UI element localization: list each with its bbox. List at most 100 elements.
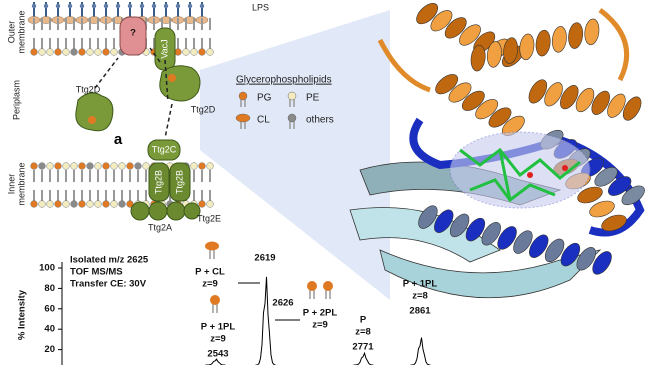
lipid-head [54,200,62,208]
sugar [91,3,97,9]
peak-label: 2619 [254,253,275,264]
legend-label: PE [306,93,320,104]
lipid-head [102,162,110,170]
helix-turn [575,87,595,113]
y-tick-label: 80 [44,283,55,294]
loop [377,8,630,93]
ttg2b-left [148,162,170,202]
lipid-head [86,200,94,208]
legend-label: PG [257,93,272,104]
sugar [79,3,85,9]
legend-head [287,113,297,123]
helix-turn [448,82,472,103]
helix-turn [503,37,519,64]
ttg2d-right [159,65,201,102]
annotation: P + CL [195,267,225,278]
lipid-head [38,200,46,208]
lipid-head [30,162,38,170]
annotation: P [360,315,367,326]
lipid-head [46,162,54,170]
peak-trace [255,276,276,365]
helix-turn [551,26,567,53]
peak-trace [410,337,431,365]
ligand [459,147,581,203]
helix-turn [560,85,579,110]
outer-label: Outer [6,21,16,44]
lipid-head [86,48,94,56]
lipid-head [190,48,198,56]
y-tick-label: 60 [44,303,55,314]
periplasm-label: Periplasm [11,80,21,120]
helix-turn [607,93,626,118]
transport-arrows [94,47,173,139]
helix-turn [608,176,632,196]
sugar [103,3,109,9]
unknown-label: ? [130,28,136,39]
annotation: z=9 [202,279,218,290]
lps-label: LPS [252,2,269,12]
lipid-head [54,162,62,170]
helix-turn [568,22,584,49]
unknown-protein [119,16,147,56]
sugar [55,3,61,9]
lipid-head [70,162,78,170]
lipid-head [78,48,86,56]
helix-turn [544,82,563,107]
atom [527,172,533,178]
info: Transfer CE: 30V [70,279,147,290]
y-axis-label: % Intensity [17,289,28,340]
helix-turn [430,10,453,32]
lipid-head [118,200,126,208]
y-tick-label: 20 [44,344,55,355]
lipid-head [94,162,102,170]
ttg2a [148,201,168,221]
helix-turn [621,185,645,206]
legend-label: CL [257,115,270,126]
helix-turn [513,230,533,254]
ttg2d-left-label: Ttg2D [76,84,101,94]
inner-label: membrane [16,162,26,205]
sugar [199,3,205,9]
legend: PG PE CL others [235,91,334,129]
ttg2b-left-label: Ttg2B [153,170,163,194]
helix-turn [465,217,486,242]
helix-turn [622,96,642,121]
lipid-head [206,48,214,56]
helix-turn [577,186,603,204]
helix-turn [592,251,612,275]
peak-label: 2626 [272,298,293,309]
helix-turn [591,90,610,115]
annotation: z=9 [312,320,328,331]
ttg2a-label: Ttg2A [148,222,172,232]
lipid-head [62,48,70,56]
icon-head [205,241,219,251]
sugar [43,3,49,9]
lipid-head [206,162,214,170]
lipid-head [182,48,190,56]
helix-turn [444,17,467,39]
legend-label: others [306,115,334,126]
ttg2d-left [75,92,114,132]
lipid-head [110,162,118,170]
lipid-head [110,200,118,208]
lipid-head [70,48,78,56]
helix-turn [544,238,565,263]
y-tick-label: 100 [39,263,55,274]
helix-turn [560,242,581,267]
helix-turn [418,205,438,229]
outer-label: membrane [16,10,26,53]
sugar [151,3,157,9]
helix-turn [594,167,618,187]
sugar [187,3,193,9]
icon-head [307,281,317,291]
helix-turn [576,247,596,271]
lipid-head [86,162,94,170]
ttg2e [166,201,186,221]
ttg2b-right-label: Ttg2B [174,170,184,194]
lipid-head [30,48,38,56]
helix-turn [461,90,485,111]
atom [562,165,568,171]
lipid-head [46,48,54,56]
